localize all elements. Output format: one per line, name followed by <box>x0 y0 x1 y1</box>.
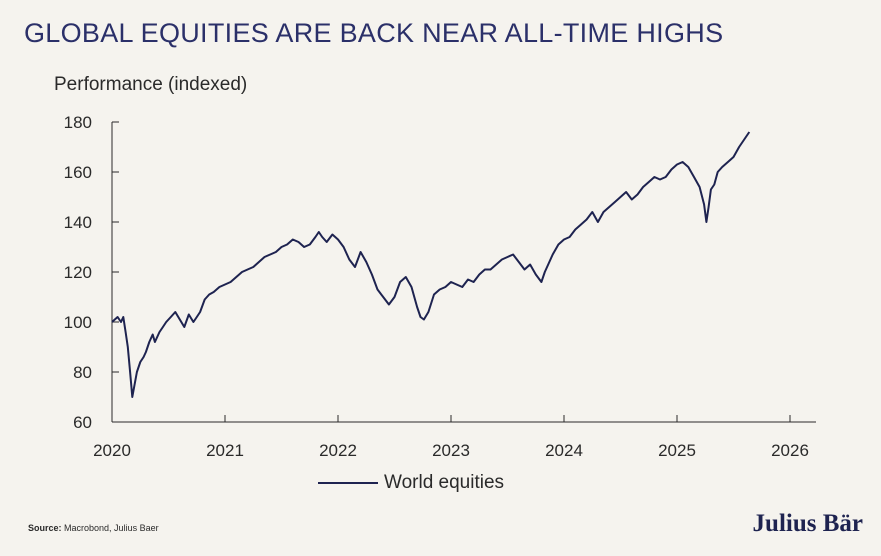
x-tick-label-2026: 2026 <box>771 441 809 460</box>
x-tick-label-2025: 2025 <box>658 441 696 460</box>
legend: World equities <box>318 472 504 494</box>
axes: 60 80 100 120 140 160 180 2020 2021 2022 2023 2024 2… <box>64 113 816 460</box>
source-note: Source: Macrobond, Julius Baer <box>28 523 159 533</box>
y-tick-label-140: 140 <box>64 213 92 232</box>
legend-label: World equities <box>384 472 505 493</box>
x-tick-label-2020: 2020 <box>93 441 131 460</box>
x-tick-label-2021: 2021 <box>206 441 244 460</box>
x-tick-label-2024: 2024 <box>545 441 583 460</box>
y-tick-label-120: 120 <box>64 263 92 282</box>
source-text: Macrobond, Julius Baer <box>64 523 159 533</box>
legend-swatch <box>318 482 378 484</box>
y-tick-label-60: 60 <box>73 413 92 432</box>
x-tick-label-2023: 2023 <box>432 441 470 460</box>
brand-logo: Julius Bär <box>752 510 863 537</box>
y-axis-label: Performance (indexed) <box>54 74 248 95</box>
y-tick-label-100: 100 <box>64 313 92 332</box>
y-tick-label-80: 80 <box>73 363 92 382</box>
source-label: Source: <box>28 523 62 533</box>
x-tick-label-2022: 2022 <box>319 441 357 460</box>
y-tick-label-180: 180 <box>64 113 92 132</box>
chart-title: GLOBAL EQUITIES ARE BACK NEAR ALL-TIME H… <box>24 18 724 48</box>
y-tick-label-160: 160 <box>64 163 92 182</box>
series-line-world-equities <box>111 131 751 398</box>
